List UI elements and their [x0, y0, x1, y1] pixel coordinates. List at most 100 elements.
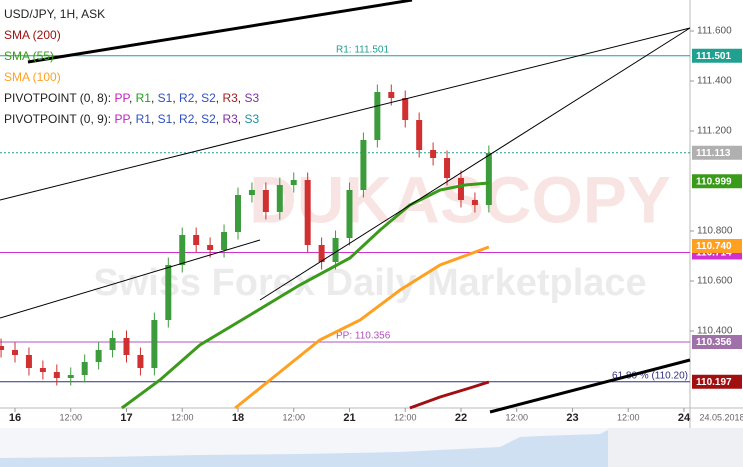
- pivot-item: R1: [135, 91, 151, 105]
- legend-entry: SMA (200): [4, 28, 61, 42]
- candle-body: [262, 190, 269, 212]
- sma-line: [234, 245, 490, 410]
- trend-line: [27, 0, 413, 64]
- pivot-item: R2: [179, 91, 195, 105]
- x-tick-label: 22: [455, 412, 467, 424]
- pivot-separator: ,: [237, 91, 242, 105]
- candle-body: [430, 150, 437, 158]
- candle-body: [485, 153, 492, 205]
- candle-body: [137, 355, 144, 368]
- pivot-item: PP: [114, 112, 129, 126]
- pivot-item: R3: [222, 112, 238, 126]
- candle-body: [318, 245, 325, 262]
- x-tick-label: 24: [678, 412, 691, 424]
- pivot-item: R1: [135, 112, 151, 126]
- pivot-item: S3: [244, 91, 260, 105]
- sma-line: [409, 380, 490, 410]
- price-tag-label: 110.197: [696, 377, 732, 388]
- candle-body: [221, 232, 228, 250]
- y-tick-label: 111.400: [697, 76, 732, 87]
- x-tick-label: 12:00: [505, 412, 528, 422]
- channel-line: [259, 27, 691, 301]
- channel-line: [0, 239, 261, 319]
- candle-body: [12, 350, 19, 355]
- sma-line: [120, 181, 489, 410]
- pivot-separator: ,: [172, 91, 176, 105]
- pivot-separator: ,: [150, 112, 155, 126]
- x-tick-label: 16: [9, 412, 21, 424]
- price-tag: [692, 174, 742, 189]
- candle-body: [81, 362, 88, 375]
- x-tick-label: 12:00: [171, 412, 194, 422]
- candle-body: [290, 180, 297, 185]
- candle-body: [304, 180, 311, 245]
- y-tick-label: 111.600: [697, 26, 732, 37]
- pivot-item: S1: [157, 91, 173, 105]
- candle-body: [402, 98, 409, 120]
- pivot-item: R3: [222, 91, 238, 105]
- candle-body: [388, 92, 395, 98]
- candle-body: [471, 200, 478, 205]
- pivot-item: S1: [157, 112, 173, 126]
- price-tag-label: 110.999: [696, 176, 732, 187]
- candle-body: [151, 320, 158, 368]
- pivot-separator: ,: [128, 91, 133, 105]
- y-tick-label: 110.400: [697, 326, 733, 337]
- pivot-separator: ,: [215, 112, 220, 126]
- candle-body: [207, 245, 214, 250]
- price-tag-label: 111.113: [696, 148, 731, 159]
- plot: R1: 111.501 PP: 110.356 61.80 % (110.20): [0, 44, 690, 410]
- pivot-item: R2: [179, 112, 195, 126]
- candle-body: [457, 178, 464, 200]
- x-tick-label: 21: [343, 412, 355, 424]
- pivot-item: S3: [244, 112, 260, 126]
- navigator-area: [0, 430, 608, 467]
- candle-body: [53, 372, 60, 378]
- y-tick-label: 110.800: [697, 226, 733, 237]
- price-tag-label: 111.501: [696, 51, 731, 62]
- candle-body: [374, 92, 381, 140]
- level-label: R1: 111.501: [336, 44, 389, 55]
- pivot-separator: ,: [128, 112, 133, 126]
- pivot-legend: PIVOTPOINT (0, 9): PP, R1, S1, R2, S2, R…: [4, 109, 259, 130]
- candle-body: [346, 190, 353, 238]
- candle-body: [165, 265, 172, 320]
- legend: USD/JPY, 1H, ASK SMA (200) SMA (55) SMA (1…: [4, 4, 259, 130]
- candle-body: [123, 338, 130, 355]
- legend-entry: SMA (100): [4, 70, 61, 84]
- trend-line: [489, 358, 691, 414]
- x-tick-label: 18: [232, 412, 244, 424]
- channel-line: [0, 27, 691, 201]
- pivot-legend: PIVOTPOINT (0, 8): PP, R1, S1, R2, S2, R…: [4, 88, 259, 109]
- candle-body: [179, 235, 186, 265]
- candle-body: [444, 158, 451, 178]
- price-tag-label: 110.356: [696, 337, 732, 348]
- candle-body: [67, 375, 74, 378]
- candle-body: [193, 235, 200, 245]
- price-tag: [692, 374, 742, 389]
- navigator-future: [608, 428, 743, 467]
- instrument: USD/JPY, 1H, ASK: [4, 7, 106, 21]
- x-tick-label: 17: [120, 412, 132, 424]
- x-end-label: 24.05.2018: [699, 412, 743, 422]
- x-tick-label: 12:00: [59, 412, 82, 422]
- candle-body: [95, 350, 102, 362]
- price-tag-label: 110.740: [696, 241, 732, 252]
- pivot-item: PP: [114, 91, 129, 105]
- x-tick-label: 12:00: [394, 412, 417, 422]
- price-tag: [692, 48, 742, 63]
- candle-body: [332, 238, 339, 262]
- pivot-name: PIVOTPOINT (0, 9):: [4, 112, 112, 126]
- y-tick-label: 110.600: [697, 276, 733, 287]
- candle-body: [0, 346, 5, 350]
- legend-entry: SMA (55): [4, 49, 55, 63]
- pivot-item: S2: [201, 91, 216, 105]
- pivot-separator: ,: [194, 91, 198, 105]
- pivot-separator: ,: [194, 112, 198, 126]
- x-tick-label: 23: [566, 412, 578, 424]
- x-tick-label: 12:00: [282, 412, 305, 422]
- level-label: PP: 110.356: [336, 331, 391, 342]
- pivot-separator: ,: [237, 112, 242, 126]
